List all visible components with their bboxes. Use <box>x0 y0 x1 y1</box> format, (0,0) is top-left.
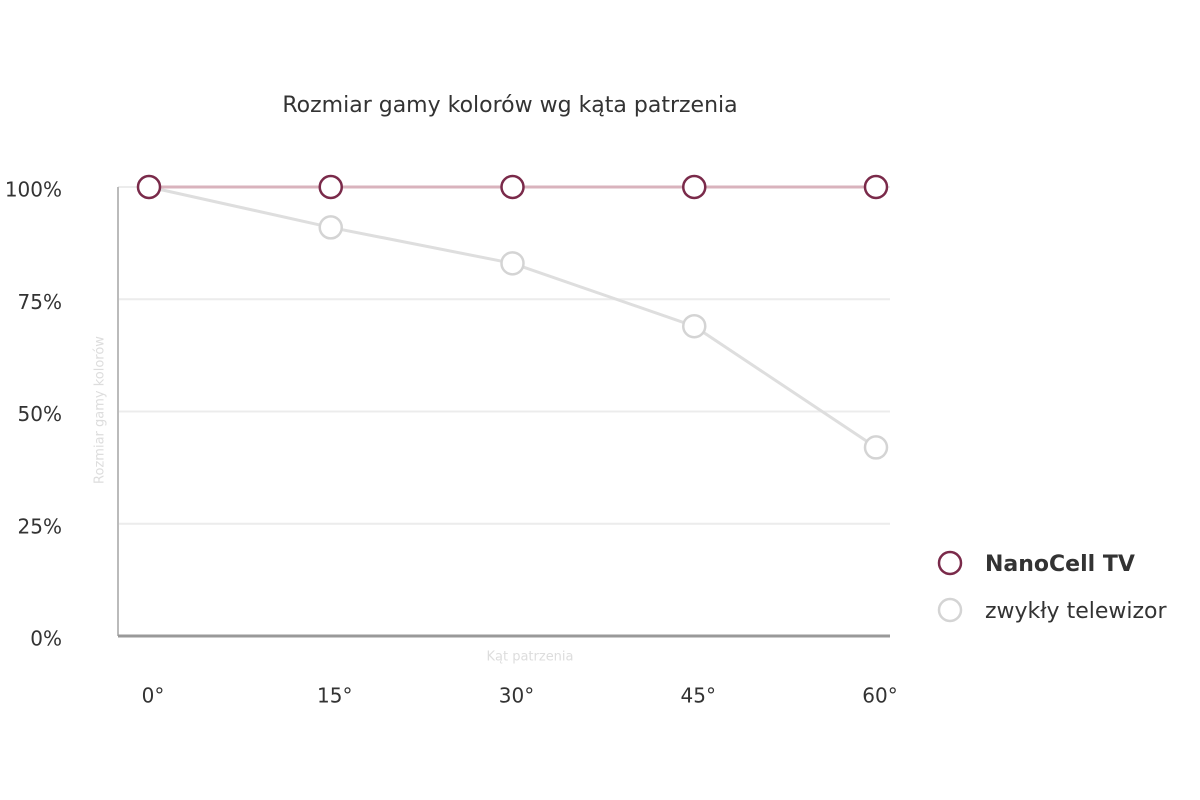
legend-label: NanoCell TV <box>985 552 1135 577</box>
chart-title: Rozmiar gamy kolorów wg kąta patrzenia <box>282 93 737 118</box>
y-tick-label: 0% <box>30 627 62 651</box>
x-axis-label: Kąt patrzenia <box>486 650 573 665</box>
data-point <box>682 174 707 200</box>
legend-marker <box>937 597 963 623</box>
data-point <box>136 174 162 200</box>
x-tick-label: 0° <box>142 684 165 708</box>
data-point <box>682 313 707 339</box>
data-point <box>318 215 343 240</box>
x-tick-label: 60° <box>862 684 897 708</box>
y-tick-label: 75% <box>18 290 62 314</box>
data-point <box>863 435 889 460</box>
x-tick-label: 45° <box>681 684 716 708</box>
y-tick-label: 50% <box>18 402 62 426</box>
y-tick-label: 100% <box>5 178 62 202</box>
data-point <box>318 174 343 200</box>
legend-marker <box>937 550 963 576</box>
series-line <box>148 185 877 449</box>
data-point <box>500 251 525 276</box>
x-tick-label: 30° <box>499 684 534 708</box>
y-tick-label: 25% <box>18 514 62 538</box>
x-tick-label: 15° <box>317 684 352 708</box>
legend-label: zwykły telewizor <box>985 599 1167 624</box>
data-point <box>863 174 889 200</box>
y-axis-label: Rozmiar gamy kolorów <box>93 336 108 484</box>
data-point <box>500 174 525 200</box>
